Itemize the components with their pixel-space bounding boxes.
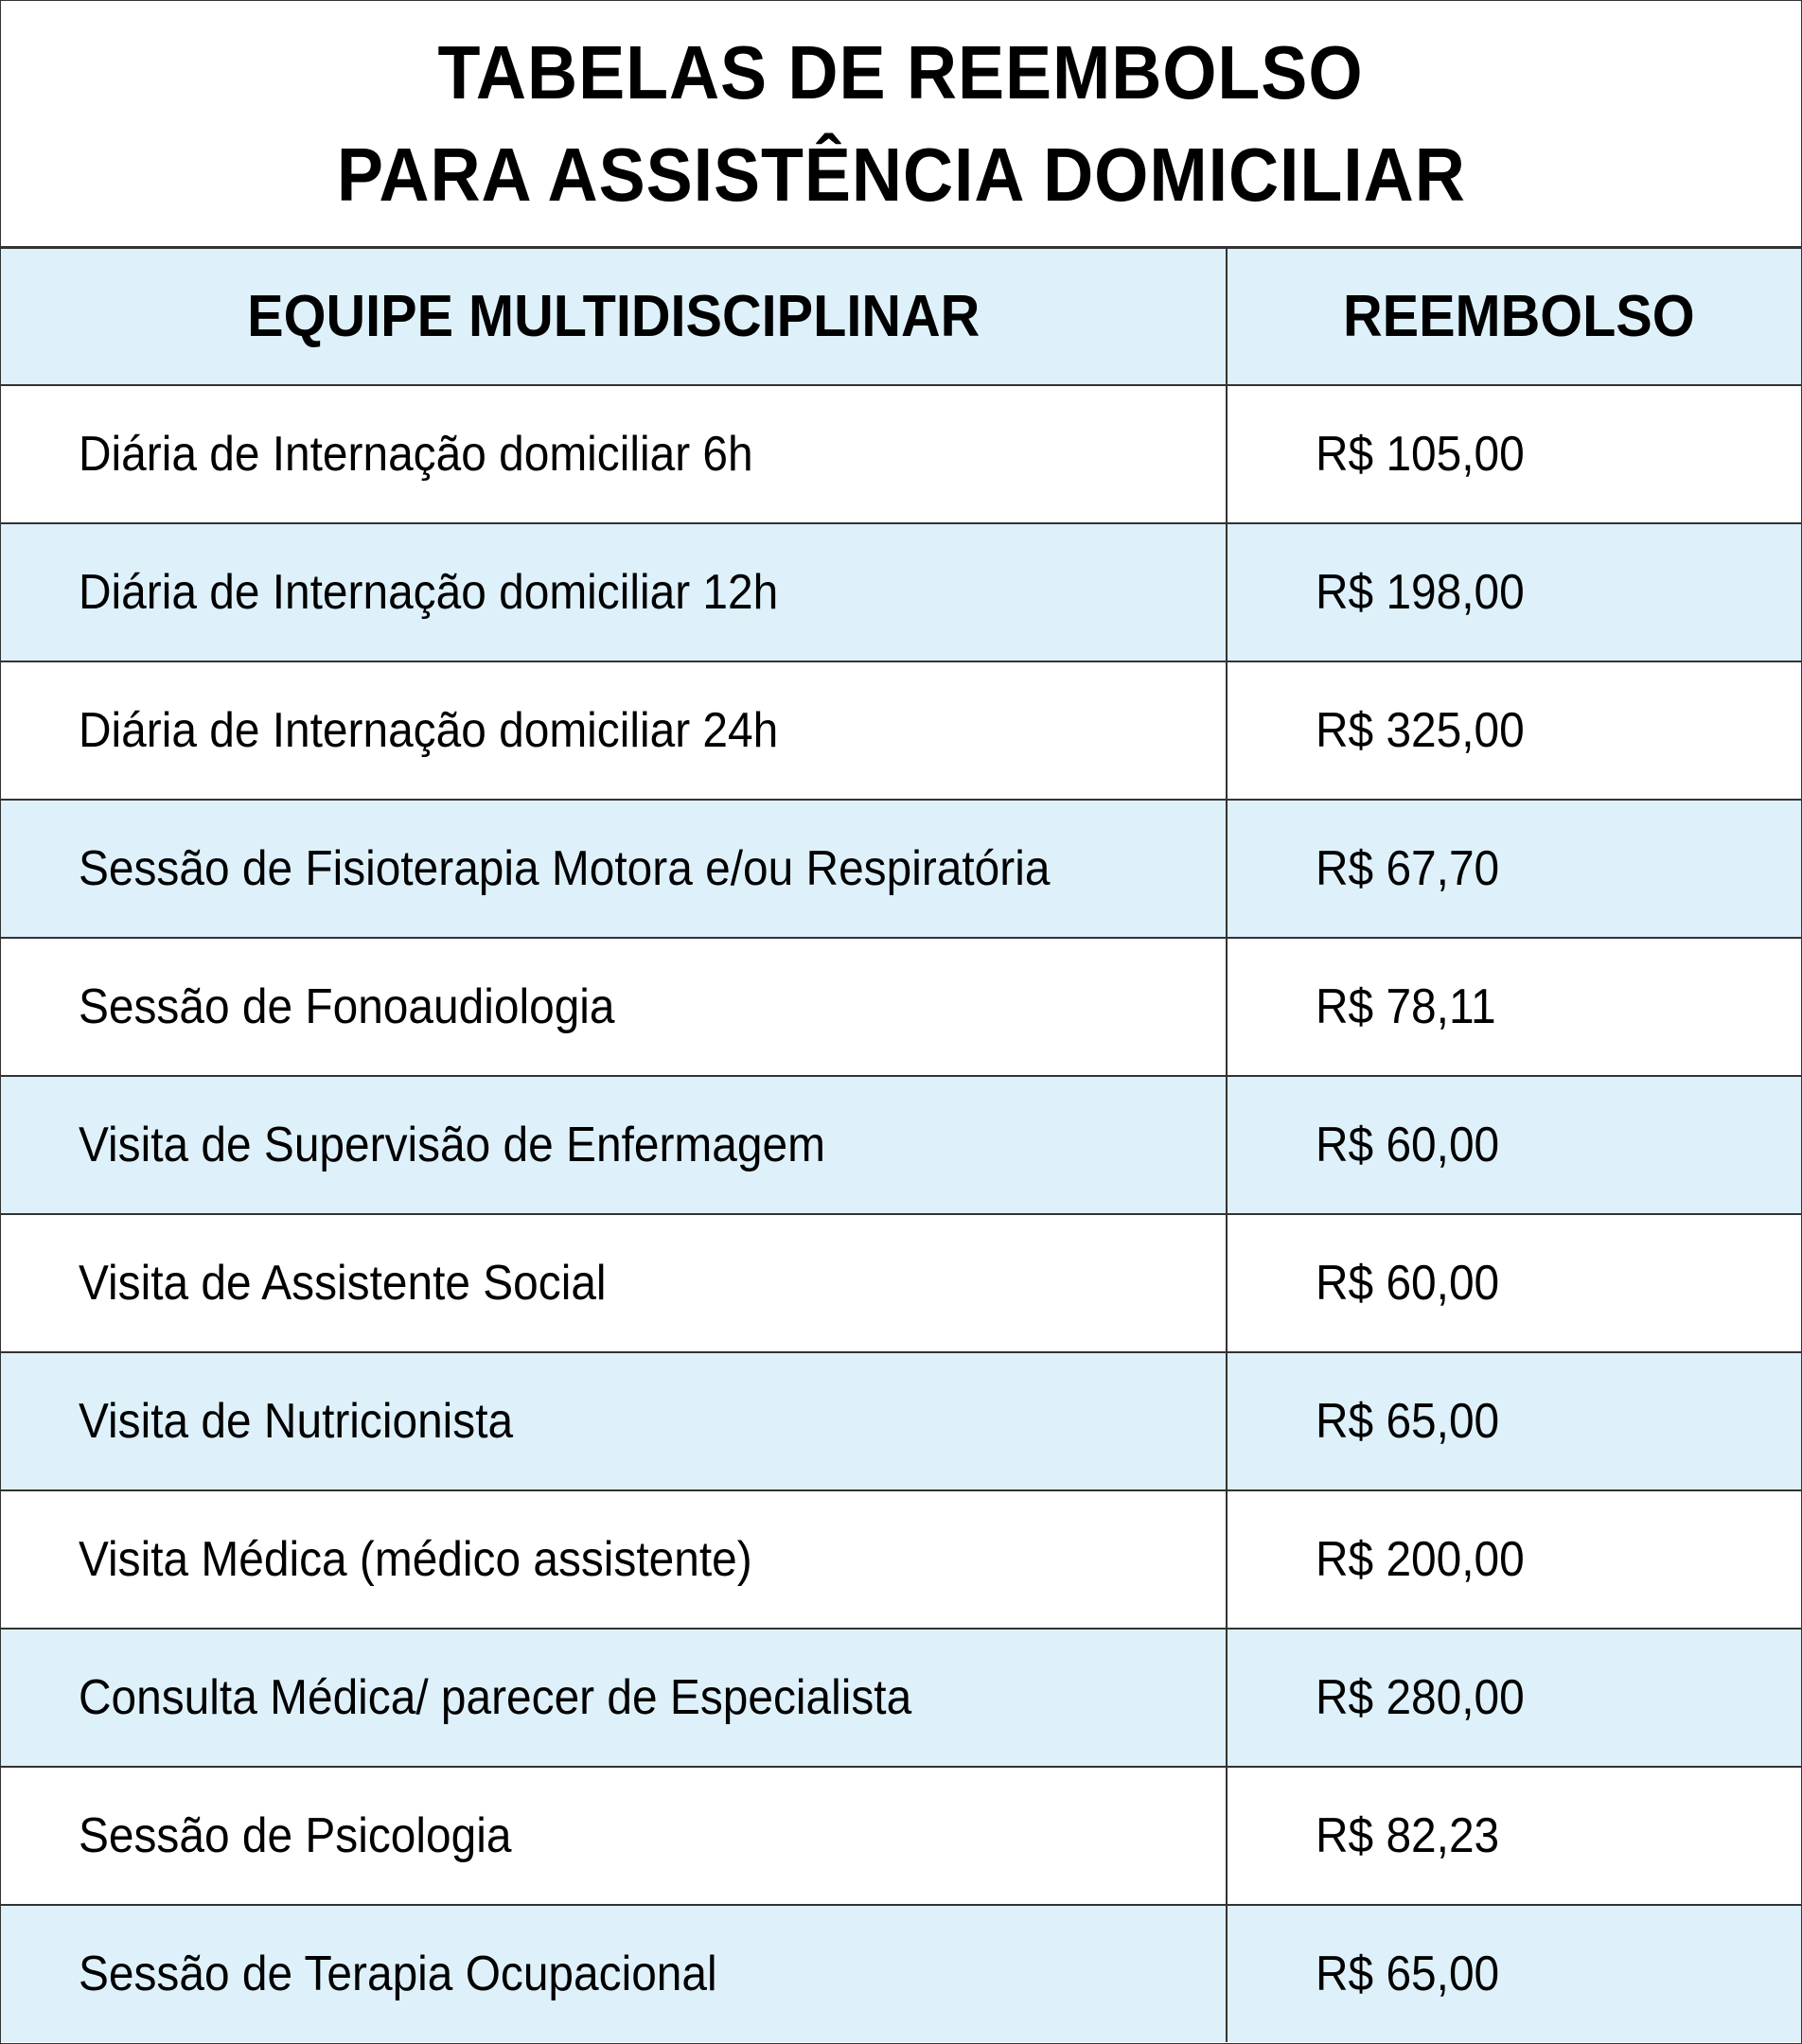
value-label: R$ 198,00 <box>1316 565 1525 620</box>
value-label: R$ 65,00 <box>1316 1394 1500 1449</box>
column-header-team: EQUIPE MULTIDISCIPLINAR <box>1 249 1228 386</box>
service-label: Diária de Internação domiciliar 12h <box>79 565 779 620</box>
value-label: R$ 325,00 <box>1316 703 1525 758</box>
table-row: Visita Médica (médico assistente) R$ 200… <box>1 1490 1801 1630</box>
table-row: Sessão de Terapia Ocupacional R$ 65,00 <box>1 1905 1801 2042</box>
service-cell: Sessão de Terapia Ocupacional <box>1 1905 1228 2042</box>
table-row: Visita de Supervisão de Enfermagem R$ 60… <box>1 1076 1801 1215</box>
column-header-reimbursement: REEMBOLSO <box>1227 249 1801 386</box>
service-label: Diária de Internação domiciliar 6h <box>79 427 753 482</box>
service-label: Visita Médica (médico assistente) <box>79 1532 752 1587</box>
value-cell: R$ 60,00 <box>1227 1076 1801 1215</box>
service-cell: Sessão de Fisioterapia Motora e/ou Respi… <box>1 800 1228 939</box>
title-line-1: TABELAS DE REEMBOLSO <box>438 29 1364 115</box>
value-label: R$ 82,23 <box>1316 1808 1500 1863</box>
value-label: R$ 60,00 <box>1316 1256 1500 1311</box>
service-cell: Visita Médica (médico assistente) <box>1 1490 1228 1630</box>
service-cell: Consulta Médica/ parecer de Especialista <box>1 1629 1228 1768</box>
reimbursement-table: EQUIPE MULTIDISCIPLINAR REEMBOLSO Diária… <box>1 249 1801 2042</box>
title-line-2: PARA ASSISTÊNCIA DOMICILIAR <box>336 132 1466 217</box>
value-cell: R$ 78,11 <box>1227 938 1801 1077</box>
service-label: Sessão de Terapia Ocupacional <box>79 1947 717 2001</box>
table-row: Visita de Assistente Social R$ 60,00 <box>1 1214 1801 1353</box>
value-cell: R$ 280,00 <box>1227 1629 1801 1768</box>
value-label: R$ 105,00 <box>1316 427 1525 482</box>
service-cell: Visita de Nutricionista <box>1 1352 1228 1491</box>
value-cell: R$ 60,00 <box>1227 1214 1801 1353</box>
value-label: R$ 60,00 <box>1316 1118 1500 1172</box>
service-label: Visita de Supervisão de Enfermagem <box>79 1118 825 1172</box>
service-cell: Sessão de Psicologia <box>1 1767 1228 1906</box>
service-label: Visita de Assistente Social <box>79 1256 607 1311</box>
service-cell: Visita de Supervisão de Enfermagem <box>1 1076 1228 1215</box>
service-label: Consulta Médica/ parecer de Especialista <box>79 1670 912 1725</box>
table-row: Diária de Internação domiciliar 24h R$ 3… <box>1 661 1801 801</box>
value-label: R$ 78,11 <box>1316 979 1496 1034</box>
service-label: Sessão de Fisioterapia Motora e/ou Respi… <box>79 841 1051 896</box>
table-row: Diária de Internação domiciliar 12h R$ 1… <box>1 523 1801 662</box>
value-label: R$ 200,00 <box>1316 1532 1525 1587</box>
column-header-team-label: EQUIPE MULTIDISCIPLINAR <box>246 284 980 349</box>
value-cell: R$ 65,00 <box>1227 1905 1801 2042</box>
value-cell: R$ 200,00 <box>1227 1490 1801 1630</box>
service-label: Diária de Internação domiciliar 24h <box>79 703 779 758</box>
table-row: Sessão de Fonoaudiologia R$ 78,11 <box>1 938 1801 1077</box>
service-cell: Diária de Internação domiciliar 12h <box>1 523 1228 662</box>
value-cell: R$ 198,00 <box>1227 523 1801 662</box>
service-cell: Sessão de Fonoaudiologia <box>1 938 1228 1077</box>
column-header-reimbursement-label: REEMBOLSO <box>1342 284 1695 349</box>
value-label: R$ 65,00 <box>1316 1947 1500 2001</box>
service-cell: Visita de Assistente Social <box>1 1214 1228 1353</box>
service-cell: Diária de Internação domiciliar 24h <box>1 661 1228 801</box>
value-cell: R$ 105,00 <box>1227 385 1801 524</box>
value-cell: R$ 65,00 <box>1227 1352 1801 1491</box>
table-row: Diária de Internação domiciliar 6h R$ 10… <box>1 385 1801 524</box>
value-label: R$ 280,00 <box>1316 1670 1525 1725</box>
table-header-row: EQUIPE MULTIDISCIPLINAR REEMBOLSO <box>1 249 1801 386</box>
service-label: Sessão de Psicologia <box>79 1808 512 1863</box>
table-row: Visita de Nutricionista R$ 65,00 <box>1 1352 1801 1491</box>
value-cell: R$ 82,23 <box>1227 1767 1801 1906</box>
table-row: Sessão de Psicologia R$ 82,23 <box>1 1767 1801 1906</box>
value-cell: R$ 67,70 <box>1227 800 1801 939</box>
value-cell: R$ 325,00 <box>1227 661 1801 801</box>
table-row: Consulta Médica/ parecer de Especialista… <box>1 1629 1801 1768</box>
value-label: R$ 67,70 <box>1316 841 1500 896</box>
service-label: Visita de Nutricionista <box>79 1394 514 1449</box>
service-cell: Diária de Internação domiciliar 6h <box>1 385 1228 524</box>
table-row: Sessão de Fisioterapia Motora e/ou Respi… <box>1 800 1801 939</box>
title-block: TABELAS DE REEMBOLSO PARA ASSISTÊNCIA DO… <box>1 1 1801 249</box>
service-label: Sessão de Fonoaudiologia <box>79 979 615 1034</box>
